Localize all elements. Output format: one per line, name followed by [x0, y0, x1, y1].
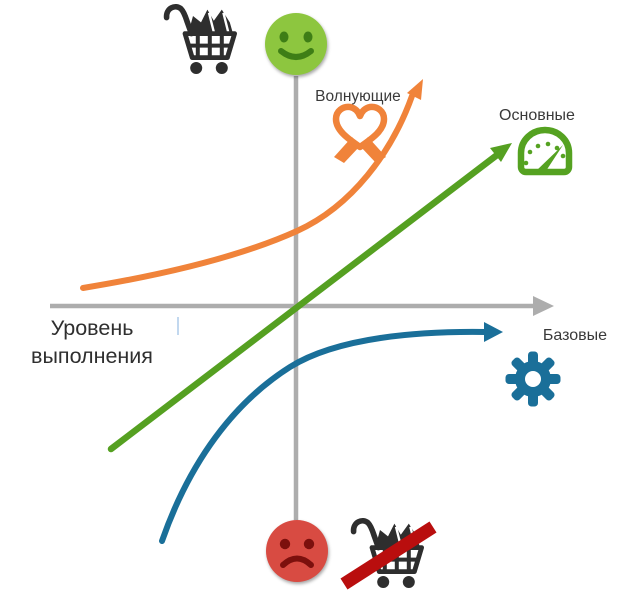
stray-cursor-mark — [177, 317, 179, 335]
sad-face-right-eye — [303, 538, 315, 550]
gear-icon — [505, 351, 561, 407]
basic-curve-arrowhead — [484, 322, 503, 342]
y-axis-label-line1: Уровень — [51, 316, 134, 340]
exciting-curve-arrowhead — [407, 79, 423, 100]
happy-face-icon — [265, 13, 327, 75]
basic-curve-path — [159, 328, 489, 544]
happy-face-circle — [265, 13, 327, 75]
gauge-ticks — [523, 141, 566, 166]
exciting-curve-path — [80, 93, 415, 291]
sad-face-icon — [266, 520, 328, 582]
sad-face-circle — [266, 520, 328, 582]
basic-curve — [159, 322, 503, 544]
sad-face-frown — [280, 555, 314, 568]
exciting-label: Волнующие — [315, 88, 401, 105]
ribbon-bow-icon — [332, 103, 388, 163]
gauge-icon — [517, 126, 573, 176]
gear-hole — [525, 371, 541, 387]
performance-line-arrowhead — [490, 143, 512, 162]
sad-face-left-eye — [279, 538, 291, 550]
performance-line-path — [107, 151, 501, 453]
performance-label: Основные — [499, 107, 575, 124]
cross-slash — [340, 521, 437, 590]
y-axis-label-line2: выполнения — [31, 344, 153, 368]
basic-label: Базовые — [543, 327, 607, 344]
ribbon-bow-heart-loops — [332, 103, 388, 151]
happy-face-smile — [278, 48, 314, 60]
gauge-needle — [536, 145, 563, 174]
performance-line — [107, 143, 512, 453]
gauge-outline — [517, 126, 573, 176]
x-axis-arrowhead — [533, 296, 554, 316]
exciting-curve — [80, 79, 423, 291]
shopping-cart-icon — [167, 7, 235, 74]
crossed-cart-icon — [340, 521, 437, 590]
happy-face-right-eye — [303, 31, 313, 43]
happy-face-left-eye — [279, 31, 289, 43]
